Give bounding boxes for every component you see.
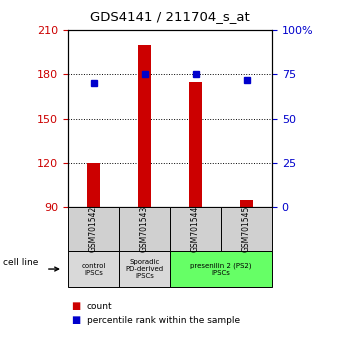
Text: GSM701544: GSM701544: [191, 206, 200, 252]
Text: presenilin 2 (PS2)
iPSCs: presenilin 2 (PS2) iPSCs: [190, 262, 252, 276]
Bar: [87, 163, 100, 207]
Text: Sporadic
PD-derived
iPSCs: Sporadic PD-derived iPSCs: [125, 259, 164, 279]
Text: GSM701543: GSM701543: [140, 206, 149, 252]
Text: GDS4141 / 211704_s_at: GDS4141 / 211704_s_at: [90, 10, 250, 23]
Text: GSM701545: GSM701545: [242, 206, 251, 252]
Bar: [240, 200, 253, 207]
Text: control
IPSCs: control IPSCs: [81, 263, 106, 275]
Text: count: count: [87, 302, 112, 311]
Text: ■: ■: [71, 301, 81, 311]
Bar: [138, 45, 151, 207]
Text: GSM701542: GSM701542: [89, 206, 98, 252]
Text: cell line: cell line: [3, 258, 39, 267]
Text: percentile rank within the sample: percentile rank within the sample: [87, 316, 240, 325]
Bar: [189, 82, 202, 207]
Text: ■: ■: [71, 315, 81, 325]
